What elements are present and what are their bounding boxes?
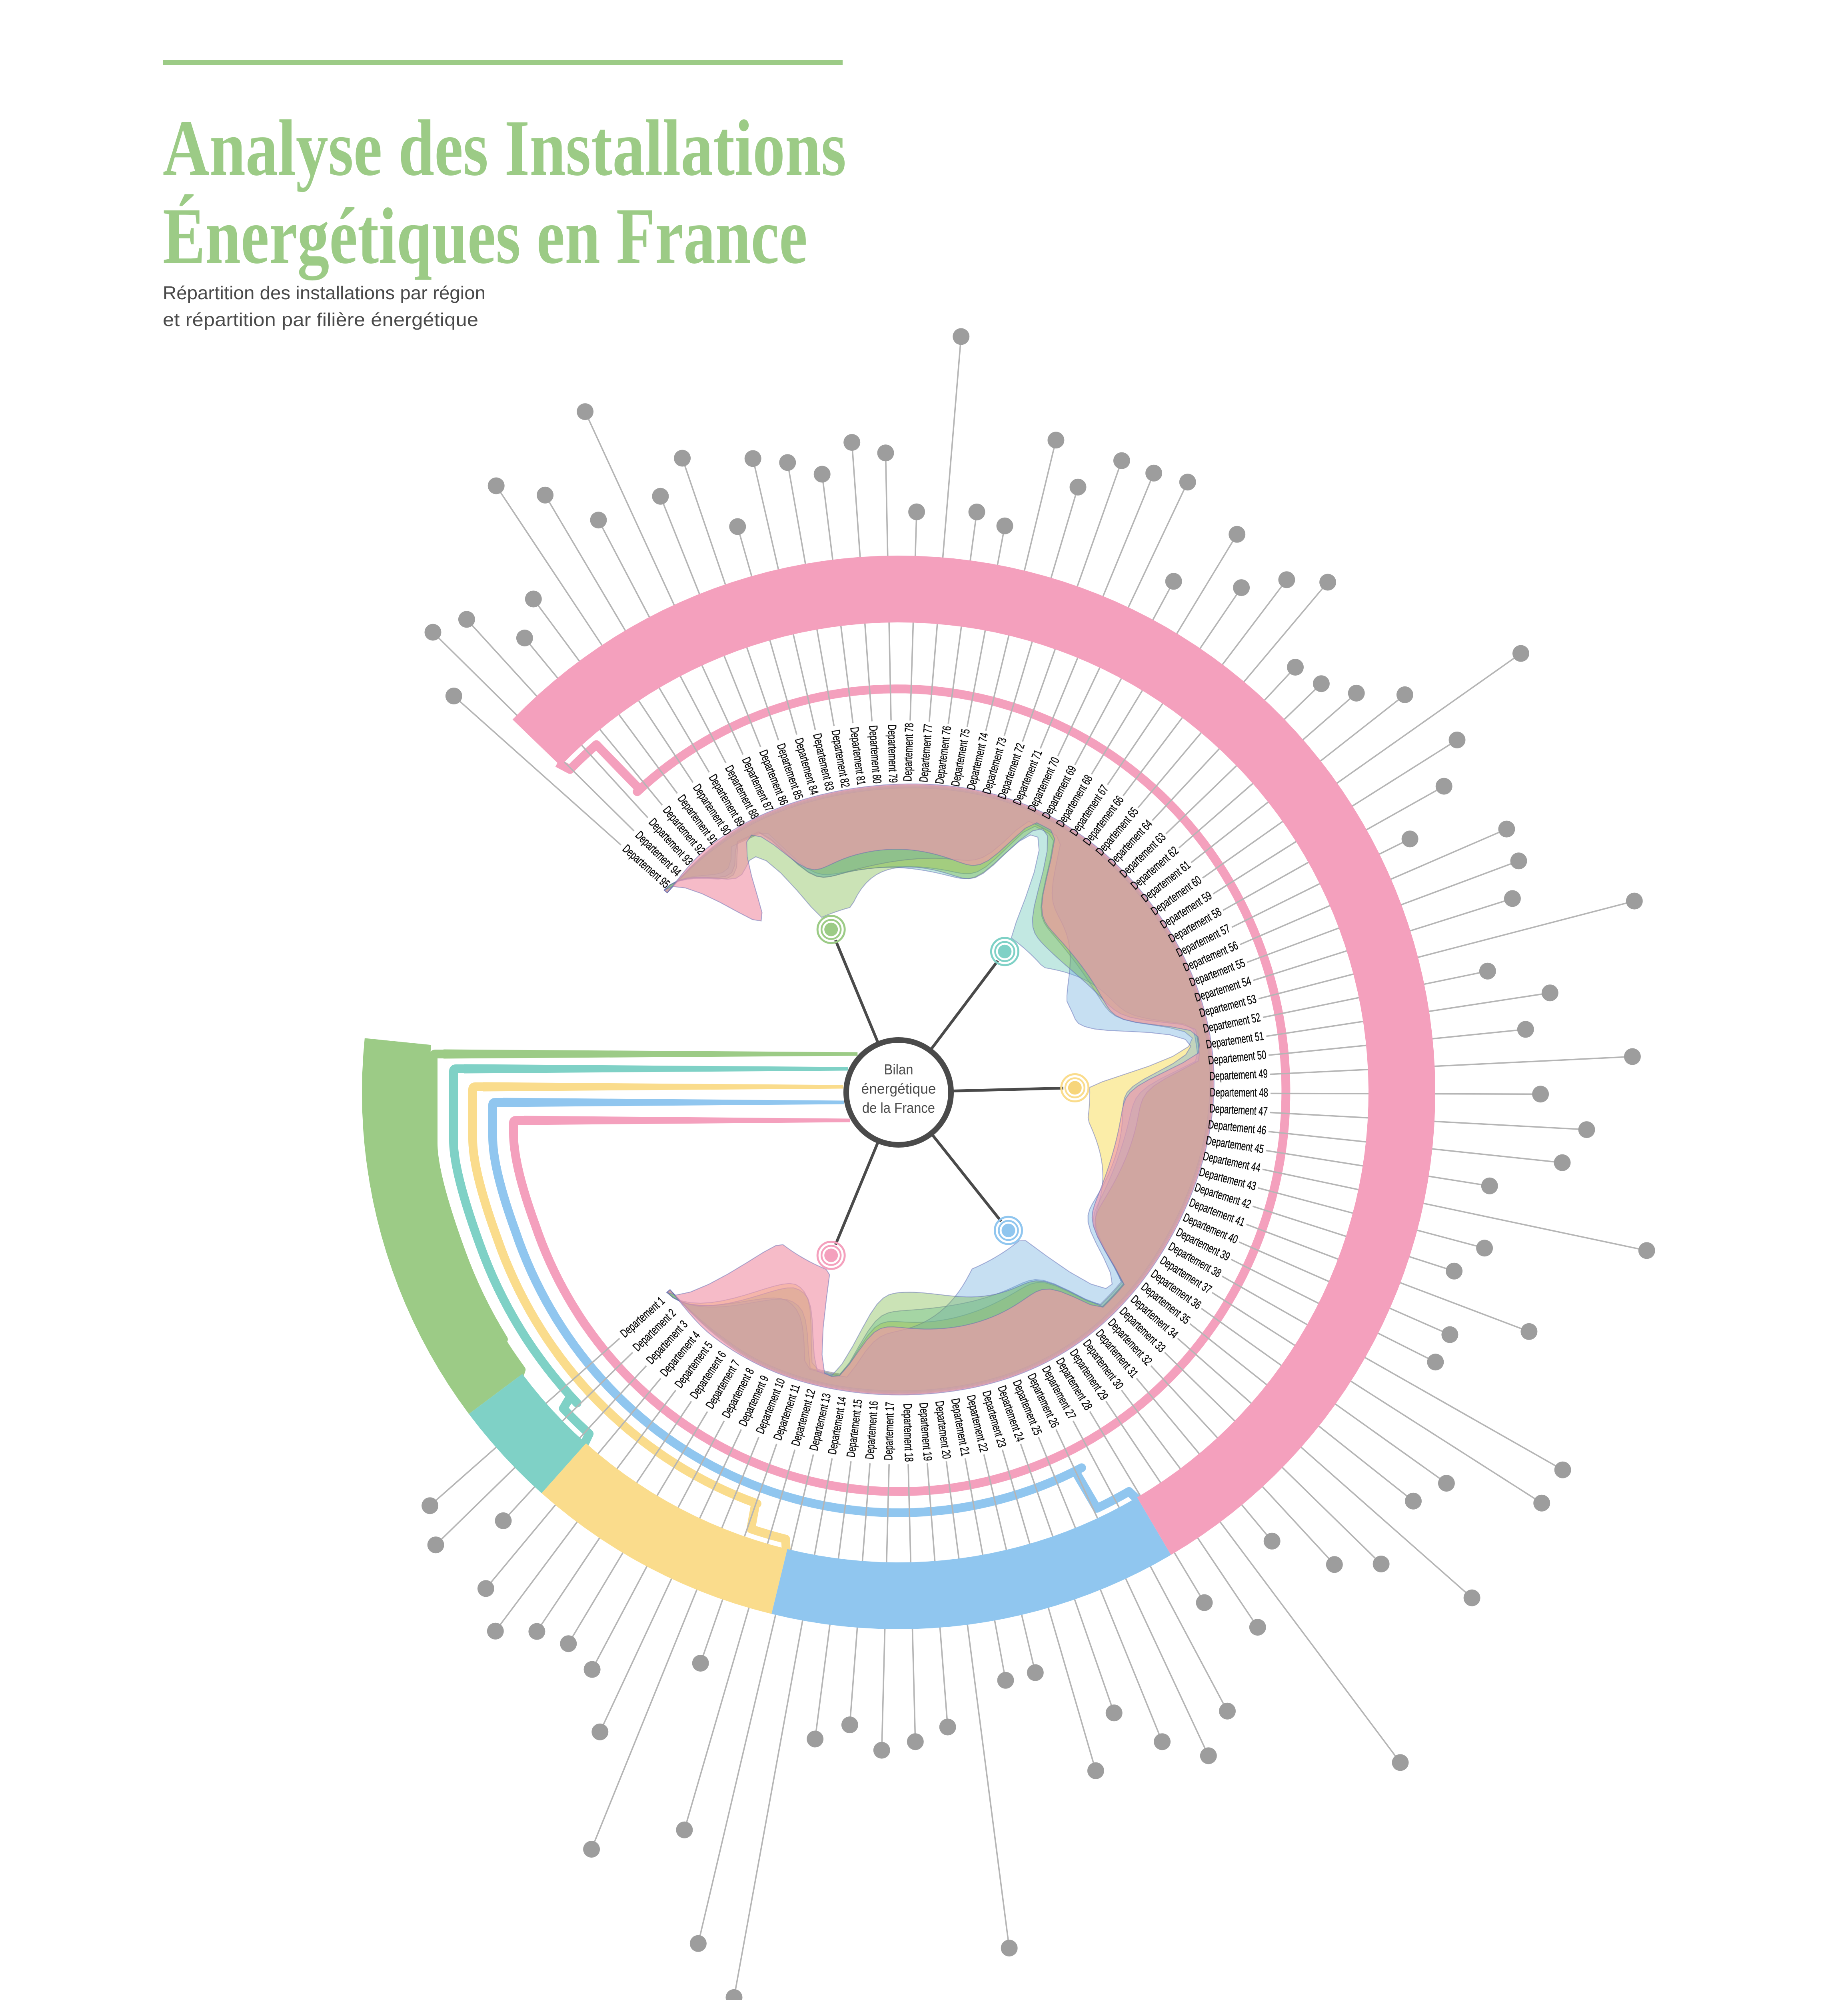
svg-text:de la France: de la France	[862, 1100, 935, 1116]
svg-text:Analyse des Installations: Analyse des Installations	[163, 104, 846, 192]
svg-text:et répartition par filière éne: et répartition par filière énergétique	[163, 309, 478, 330]
svg-text:Departement 48: Departement 48	[1210, 1086, 1268, 1100]
svg-text:Bilan: Bilan	[884, 1061, 913, 1078]
svg-text:Departement 47: Departement 47	[1209, 1102, 1268, 1118]
svg-text:Énergétiques en France: Énergétiques en France	[163, 192, 807, 280]
svg-text:Répartition des installations: Répartition des installations par région	[163, 282, 485, 303]
svg-text:Departement 79: Departement 79	[885, 724, 899, 783]
svg-text:Departement 18: Departement 18	[901, 1403, 915, 1462]
svg-text:énergétique: énergétique	[861, 1080, 936, 1097]
svg-text:Departement 78: Departement 78	[901, 723, 916, 782]
svg-text:Departement 49: Departement 49	[1209, 1067, 1268, 1083]
svg-text:Departement 17: Departement 17	[882, 1402, 897, 1460]
